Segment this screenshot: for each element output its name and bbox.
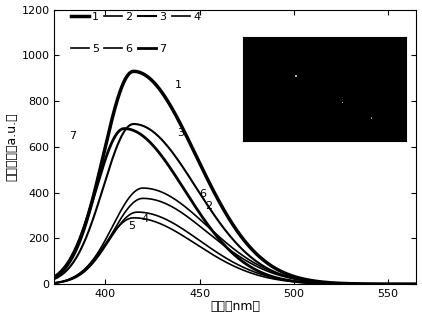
Text: 3: 3 — [177, 128, 184, 138]
Text: 6: 6 — [200, 189, 206, 199]
Legend: 5, 6, 7: 5, 6, 7 — [71, 44, 166, 54]
Text: 5: 5 — [128, 221, 135, 231]
Text: 4: 4 — [141, 214, 148, 225]
X-axis label: 波长（nm）: 波长（nm） — [211, 300, 260, 314]
Text: 2: 2 — [205, 201, 212, 211]
Text: 1: 1 — [175, 80, 182, 90]
Text: 7: 7 — [69, 131, 76, 141]
Y-axis label: 荧光强度（a.u.）: 荧光强度（a.u.） — [5, 113, 19, 181]
